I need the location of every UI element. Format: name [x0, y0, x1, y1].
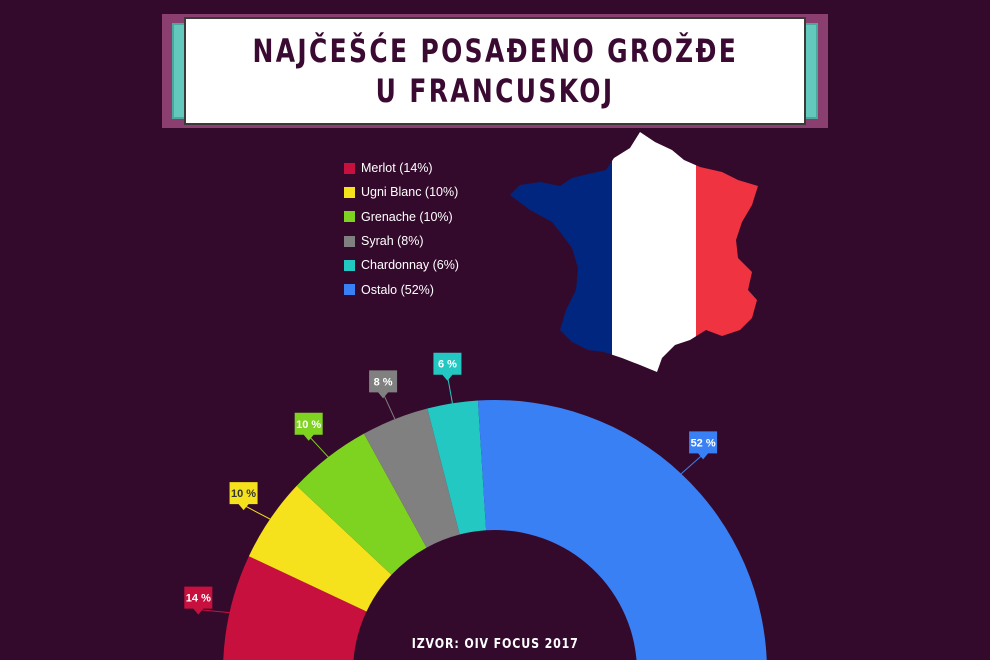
- data-label: 8 %: [374, 376, 393, 388]
- legend-label: Ugni Blanc (10%): [361, 185, 459, 200]
- leader-line: [308, 435, 329, 458]
- data-label: 14 %: [186, 593, 211, 605]
- source-text: IZVOR: OIV FOCUS 2017: [411, 637, 579, 652]
- slice-grenache[interactable]: [296, 433, 427, 575]
- data-label-bubble: [184, 586, 213, 615]
- legend-item-ugni-blanc[interactable]: Ugni Blanc (10%): [344, 180, 459, 204]
- legend-swatch: [344, 211, 355, 223]
- slice-merlot[interactable]: [223, 556, 367, 660]
- slice-syrah[interactable]: [363, 408, 460, 548]
- slice-ugni-blanc[interactable]: [248, 485, 392, 612]
- legend-item-ostalo[interactable]: Ostalo (52%): [344, 277, 459, 301]
- leader-line: [446, 375, 453, 404]
- data-label-bubble: [689, 431, 718, 460]
- legend-swatch: [344, 259, 355, 271]
- legend-swatch: [344, 186, 355, 198]
- data-label-bubble: [369, 370, 398, 399]
- slice-ostalo[interactable]: [477, 400, 767, 660]
- leader-line: [198, 609, 230, 614]
- legend-item-syrah[interactable]: Syrah (8%): [344, 229, 459, 253]
- slice-chardonnay[interactable]: [427, 400, 487, 535]
- legend-swatch: [344, 235, 355, 247]
- leader-line: [243, 504, 271, 520]
- legend-swatch: [344, 162, 355, 174]
- legend-label: Merlot (14%): [361, 161, 433, 176]
- title-banner: NAJČEŠĆE POSAĐENO GROŽĐE U FRANCUSKOJ: [162, 14, 828, 128]
- legend-item-merlot[interactable]: Merlot (14%): [344, 156, 459, 180]
- legend-label: Chardonnay (6%): [361, 258, 459, 273]
- data-label-bubble: [433, 352, 462, 381]
- leader-line: [382, 393, 396, 420]
- data-label: 10 %: [296, 419, 321, 431]
- title-line-2: U FRANCUSKOJ: [375, 72, 615, 110]
- legend-label: Grenache (10%): [361, 209, 453, 224]
- source-note: IZVOR: OIV FOCUS 2017: [0, 637, 990, 652]
- france-flag-map-icon: [510, 132, 758, 372]
- legend-swatch: [344, 284, 355, 296]
- data-labels: 14 % 10 % 10 % 8 % 6 % 52 %: [184, 352, 718, 615]
- title-box: NAJČEŠĆE POSAĐENO GROŽĐE U FRANCUSKOJ: [186, 19, 804, 123]
- flag-red-stripe: [696, 132, 758, 372]
- legend: Merlot (14%) Ugni Blanc (10%) Grenache (…: [344, 156, 459, 302]
- title-line-1: NAJČEŠĆE POSAĐENO GROŽĐE: [252, 32, 738, 70]
- leader-line: [680, 454, 704, 475]
- legend-label: Ostalo (52%): [361, 282, 434, 297]
- legend-label: Syrah (8%): [361, 234, 424, 249]
- legend-item-grenache[interactable]: Grenache (10%): [344, 205, 459, 229]
- data-label: 10 %: [231, 488, 256, 500]
- flag-white-stripe: [612, 132, 696, 372]
- data-label-bubble: [294, 412, 323, 441]
- flag-blue-stripe: [510, 132, 612, 372]
- data-label-bubble: [229, 482, 258, 511]
- data-label: 6 %: [438, 359, 457, 371]
- data-label: 52 %: [691, 437, 716, 449]
- donut-slices: [223, 400, 767, 660]
- legend-item-chardonnay[interactable]: Chardonnay (6%): [344, 253, 459, 277]
- label-leader-lines: [198, 375, 704, 614]
